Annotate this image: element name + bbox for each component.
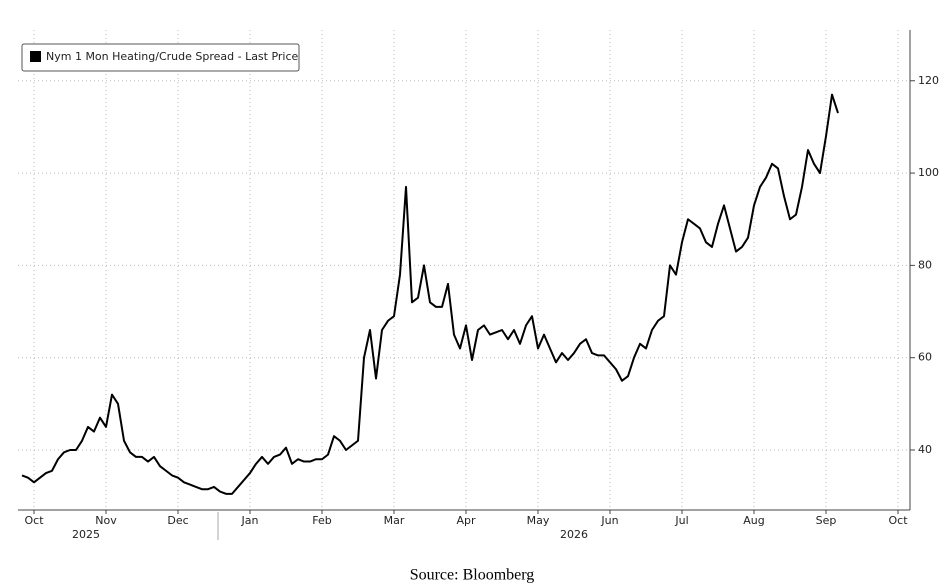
y-tick-label: 80	[918, 258, 932, 271]
x-tick-label: Sep	[816, 514, 837, 527]
x-tick-label: Nov	[95, 514, 117, 527]
year-label: 2026	[560, 528, 588, 541]
y-tick-label: 40	[918, 443, 932, 456]
x-tick-label: May	[527, 514, 550, 527]
legend-swatch	[30, 51, 41, 62]
x-tick-label: Feb	[312, 514, 331, 527]
x-tick-label: Jan	[241, 514, 259, 527]
x-tick-label: Jun	[600, 514, 618, 527]
y-tick-label: 120	[918, 74, 939, 87]
x-tick-label: Dec	[167, 514, 188, 527]
y-tick-label: 60	[918, 351, 932, 364]
x-tick-label: Apr	[456, 514, 476, 527]
year-label: 2025	[72, 528, 100, 541]
x-tick-label: Jul	[674, 514, 688, 527]
x-tick-label: Oct	[888, 514, 908, 527]
legend-box	[21, 43, 300, 72]
legend-label: Nym 1 Mon Heating/Crude Spread - Last Pr…	[46, 50, 299, 63]
source: Source: Bloomberg	[410, 567, 535, 584]
x-tick-label: Mar	[384, 514, 405, 527]
line-series	[21, 93, 839, 495]
x-tick-label: Oct	[24, 514, 44, 527]
x-tick-label: Aug	[743, 514, 764, 527]
y-tick-label: 100	[918, 166, 939, 179]
